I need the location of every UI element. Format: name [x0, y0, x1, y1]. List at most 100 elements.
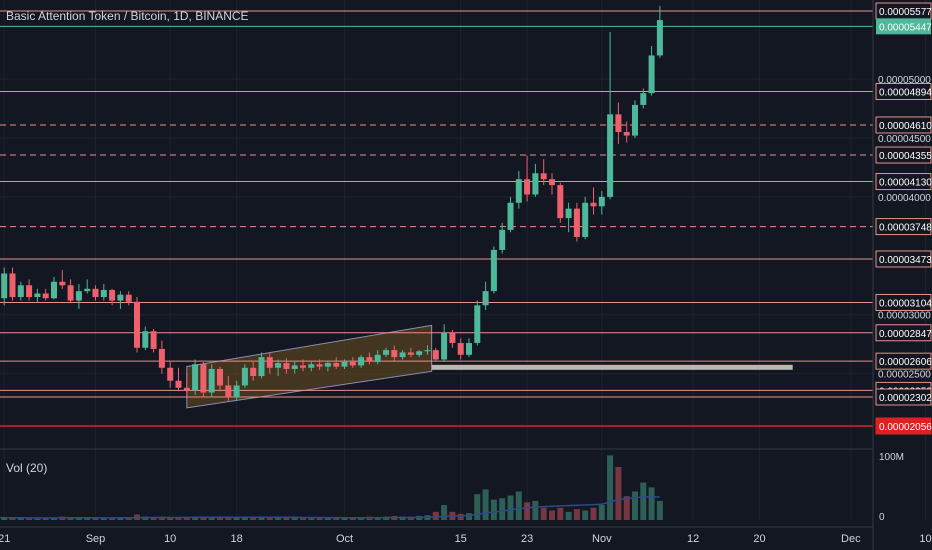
candle-body: [117, 294, 124, 301]
volume-bar: [175, 517, 182, 520]
volume-axis-max: 100M: [879, 452, 904, 463]
price-level-badge: [875, 83, 932, 101]
candle-body: [241, 367, 248, 386]
volume-bar: [607, 455, 614, 520]
volume-bar: [266, 517, 273, 520]
price-level-badge: [875, 116, 932, 134]
candle-body: [150, 331, 157, 349]
volume-bar: [515, 491, 522, 520]
candle-body: [515, 179, 522, 203]
candle-body: [109, 289, 116, 301]
candle-body: [192, 364, 199, 391]
candle-body: [84, 288, 91, 292]
time-axis-tick: 10: [164, 533, 176, 545]
candle-body: [291, 365, 298, 369]
candle-body: [557, 185, 564, 219]
candle-body: [158, 348, 165, 368]
zone-bar: [431, 364, 793, 370]
candle-body: [275, 363, 282, 368]
candle-body: [59, 281, 66, 286]
volume-bar: [233, 517, 240, 520]
volume-bar: [100, 517, 107, 520]
price-level-label: 0.00005577: [879, 7, 932, 18]
volume-bar: [258, 517, 265, 520]
volume-bar: [432, 511, 439, 520]
volume-bar: [158, 516, 165, 520]
candle-body: [233, 385, 240, 398]
candle-body: [75, 291, 82, 301]
candle-body: [623, 132, 630, 136]
price-level-label: 0.00004894: [879, 88, 932, 99]
price-level-label: 0.00003473: [879, 255, 932, 266]
volume-bar: [291, 517, 298, 520]
price-level-badge: [875, 218, 932, 236]
volume-bar: [333, 517, 340, 520]
volume-bar: [648, 487, 655, 520]
volume-bar: [1, 517, 8, 520]
volume-bar: [51, 517, 57, 520]
chart-title: Basic Attention Token / Bitcoin, 1D, BIN…: [6, 9, 249, 23]
price-level-badge: [875, 417, 932, 435]
volume-bar: [349, 517, 356, 520]
candle-body: [183, 387, 190, 391]
candle-body: [573, 208, 580, 237]
volume-bar: [208, 517, 215, 520]
volume-bar: [75, 517, 82, 520]
candle-body: [333, 363, 340, 367]
price-level-badge: [875, 146, 932, 164]
candle-body: [656, 20, 663, 56]
candle-body: [1, 273, 8, 299]
volume-bar: [482, 489, 489, 520]
price-level-label: 0.00004610: [879, 121, 932, 132]
candle-body: [416, 351, 423, 355]
volume-bar: [490, 499, 497, 520]
candle-body: [217, 368, 223, 386]
candle-body: [407, 352, 414, 355]
price-axis-tick: 0.00004500: [878, 134, 931, 145]
price-level-label: 0.00004355: [879, 151, 932, 162]
volume-bar: [590, 507, 597, 520]
volume-bar: [42, 517, 49, 520]
candle-body: [607, 114, 614, 197]
volume-bar: [150, 517, 157, 520]
volume-bar: [623, 496, 630, 520]
time-axis-tick: Nov: [592, 533, 612, 545]
candle-body: [67, 285, 74, 301]
volume-bar: [532, 500, 539, 520]
candle-body: [424, 350, 431, 352]
time-axis-tick: Dec: [841, 533, 861, 545]
candle-body: [225, 385, 232, 398]
candle-body: [524, 179, 531, 195]
candle-body: [565, 208, 572, 219]
candle-body: [507, 202, 514, 230]
volume-bar: [308, 517, 315, 520]
volume-bar: [109, 517, 116, 520]
price-level-label: 0.00002302: [879, 393, 932, 404]
volume-bar: [167, 517, 174, 520]
volume-bar: [466, 513, 472, 520]
candle-body: [383, 350, 389, 355]
candle-body: [266, 357, 273, 368]
volume-bar: [598, 505, 605, 520]
volume-bar: [275, 517, 282, 520]
time-axis-tick: 21: [0, 533, 10, 545]
time-axis-tick: 23: [521, 533, 533, 545]
candle-body: [615, 114, 622, 133]
volume-bar: [358, 517, 365, 520]
candle-body: [250, 367, 257, 377]
candle-body: [449, 332, 456, 344]
price-level-badge: [875, 173, 932, 191]
time-axis-tick: 20: [753, 533, 765, 545]
volume-bar: [374, 517, 381, 520]
volume-bar: [457, 513, 464, 520]
candle-body: [92, 288, 99, 298]
candle-body: [341, 361, 348, 367]
price-level-label: 0.00002847: [879, 329, 932, 340]
last-price-badge: [876, 18, 931, 35]
candle-body: [258, 357, 265, 377]
candle-body: [482, 291, 489, 306]
price-level-badge: [875, 250, 932, 268]
volume-bar: [474, 494, 481, 520]
candle-body: [349, 361, 356, 366]
candle-body: [466, 343, 472, 355]
